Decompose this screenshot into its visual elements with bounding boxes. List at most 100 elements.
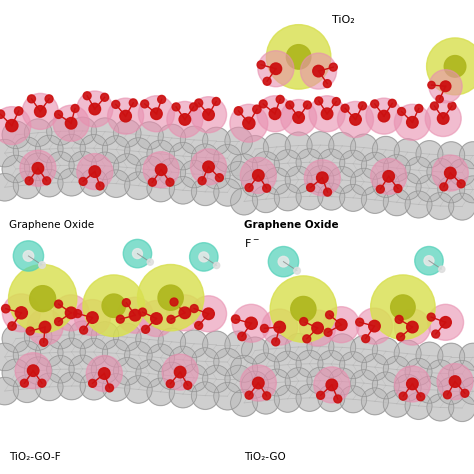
Circle shape	[324, 328, 332, 337]
Circle shape	[99, 368, 110, 379]
Circle shape	[324, 188, 331, 196]
Circle shape	[253, 152, 279, 179]
Circle shape	[15, 107, 23, 115]
Circle shape	[294, 267, 301, 274]
Circle shape	[394, 309, 430, 345]
Circle shape	[155, 164, 167, 175]
Circle shape	[440, 317, 451, 328]
Circle shape	[180, 330, 208, 357]
Circle shape	[340, 386, 366, 413]
Circle shape	[91, 152, 119, 180]
Circle shape	[169, 380, 197, 408]
Circle shape	[180, 160, 208, 188]
Circle shape	[449, 159, 474, 186]
Circle shape	[203, 109, 214, 120]
Circle shape	[449, 394, 474, 421]
Circle shape	[326, 311, 334, 319]
Circle shape	[270, 276, 337, 342]
Circle shape	[329, 63, 337, 71]
Circle shape	[231, 315, 240, 323]
Circle shape	[20, 379, 28, 387]
Circle shape	[125, 172, 152, 200]
Circle shape	[264, 335, 290, 362]
Circle shape	[125, 138, 152, 165]
Circle shape	[398, 108, 406, 116]
Circle shape	[36, 135, 63, 163]
Circle shape	[147, 174, 174, 202]
Circle shape	[268, 246, 299, 277]
Circle shape	[136, 360, 164, 387]
Circle shape	[430, 102, 438, 110]
Circle shape	[340, 184, 366, 211]
Circle shape	[427, 394, 454, 421]
Circle shape	[102, 374, 130, 401]
Circle shape	[202, 161, 230, 189]
Circle shape	[242, 371, 268, 398]
Circle shape	[394, 104, 430, 140]
Circle shape	[191, 178, 219, 206]
Circle shape	[286, 45, 311, 69]
Circle shape	[427, 192, 454, 219]
Circle shape	[362, 354, 388, 381]
Circle shape	[313, 65, 324, 77]
Circle shape	[69, 321, 97, 348]
Circle shape	[2, 121, 30, 149]
Circle shape	[394, 340, 421, 367]
Circle shape	[215, 173, 223, 182]
Circle shape	[307, 132, 334, 159]
Circle shape	[263, 184, 271, 192]
Circle shape	[102, 170, 130, 197]
Circle shape	[296, 350, 323, 377]
Circle shape	[391, 295, 415, 319]
Circle shape	[269, 108, 281, 119]
Circle shape	[407, 321, 418, 333]
Circle shape	[202, 127, 230, 155]
Circle shape	[199, 252, 209, 262]
Circle shape	[245, 391, 253, 399]
Circle shape	[230, 104, 268, 142]
Circle shape	[80, 169, 108, 196]
Circle shape	[296, 384, 323, 411]
Circle shape	[170, 298, 178, 306]
Circle shape	[32, 163, 44, 174]
Circle shape	[180, 126, 208, 154]
Circle shape	[87, 312, 98, 323]
Circle shape	[74, 300, 110, 336]
Circle shape	[383, 356, 410, 383]
Circle shape	[329, 368, 356, 395]
Circle shape	[323, 307, 359, 343]
Circle shape	[0, 110, 5, 118]
Circle shape	[263, 392, 271, 400]
Circle shape	[0, 173, 18, 201]
Circle shape	[36, 169, 63, 197]
Circle shape	[212, 98, 220, 105]
Circle shape	[293, 112, 304, 123]
Circle shape	[334, 395, 342, 403]
Circle shape	[58, 372, 85, 400]
Circle shape	[438, 377, 465, 404]
Circle shape	[449, 360, 474, 387]
Circle shape	[2, 359, 30, 387]
Circle shape	[457, 180, 465, 188]
Circle shape	[23, 251, 34, 261]
Circle shape	[340, 150, 366, 177]
Circle shape	[148, 178, 156, 186]
Circle shape	[260, 324, 268, 332]
Circle shape	[266, 25, 331, 89]
Circle shape	[83, 92, 91, 100]
Circle shape	[167, 315, 175, 323]
Circle shape	[191, 296, 227, 332]
Circle shape	[300, 310, 336, 346]
Circle shape	[395, 315, 403, 323]
Circle shape	[80, 326, 88, 334]
Circle shape	[415, 104, 423, 112]
Circle shape	[112, 100, 120, 109]
Circle shape	[39, 321, 51, 333]
Circle shape	[436, 95, 443, 103]
Circle shape	[356, 308, 392, 344]
Circle shape	[102, 136, 130, 163]
Circle shape	[326, 379, 337, 391]
Circle shape	[180, 364, 208, 392]
Circle shape	[460, 176, 474, 203]
Circle shape	[24, 323, 52, 350]
